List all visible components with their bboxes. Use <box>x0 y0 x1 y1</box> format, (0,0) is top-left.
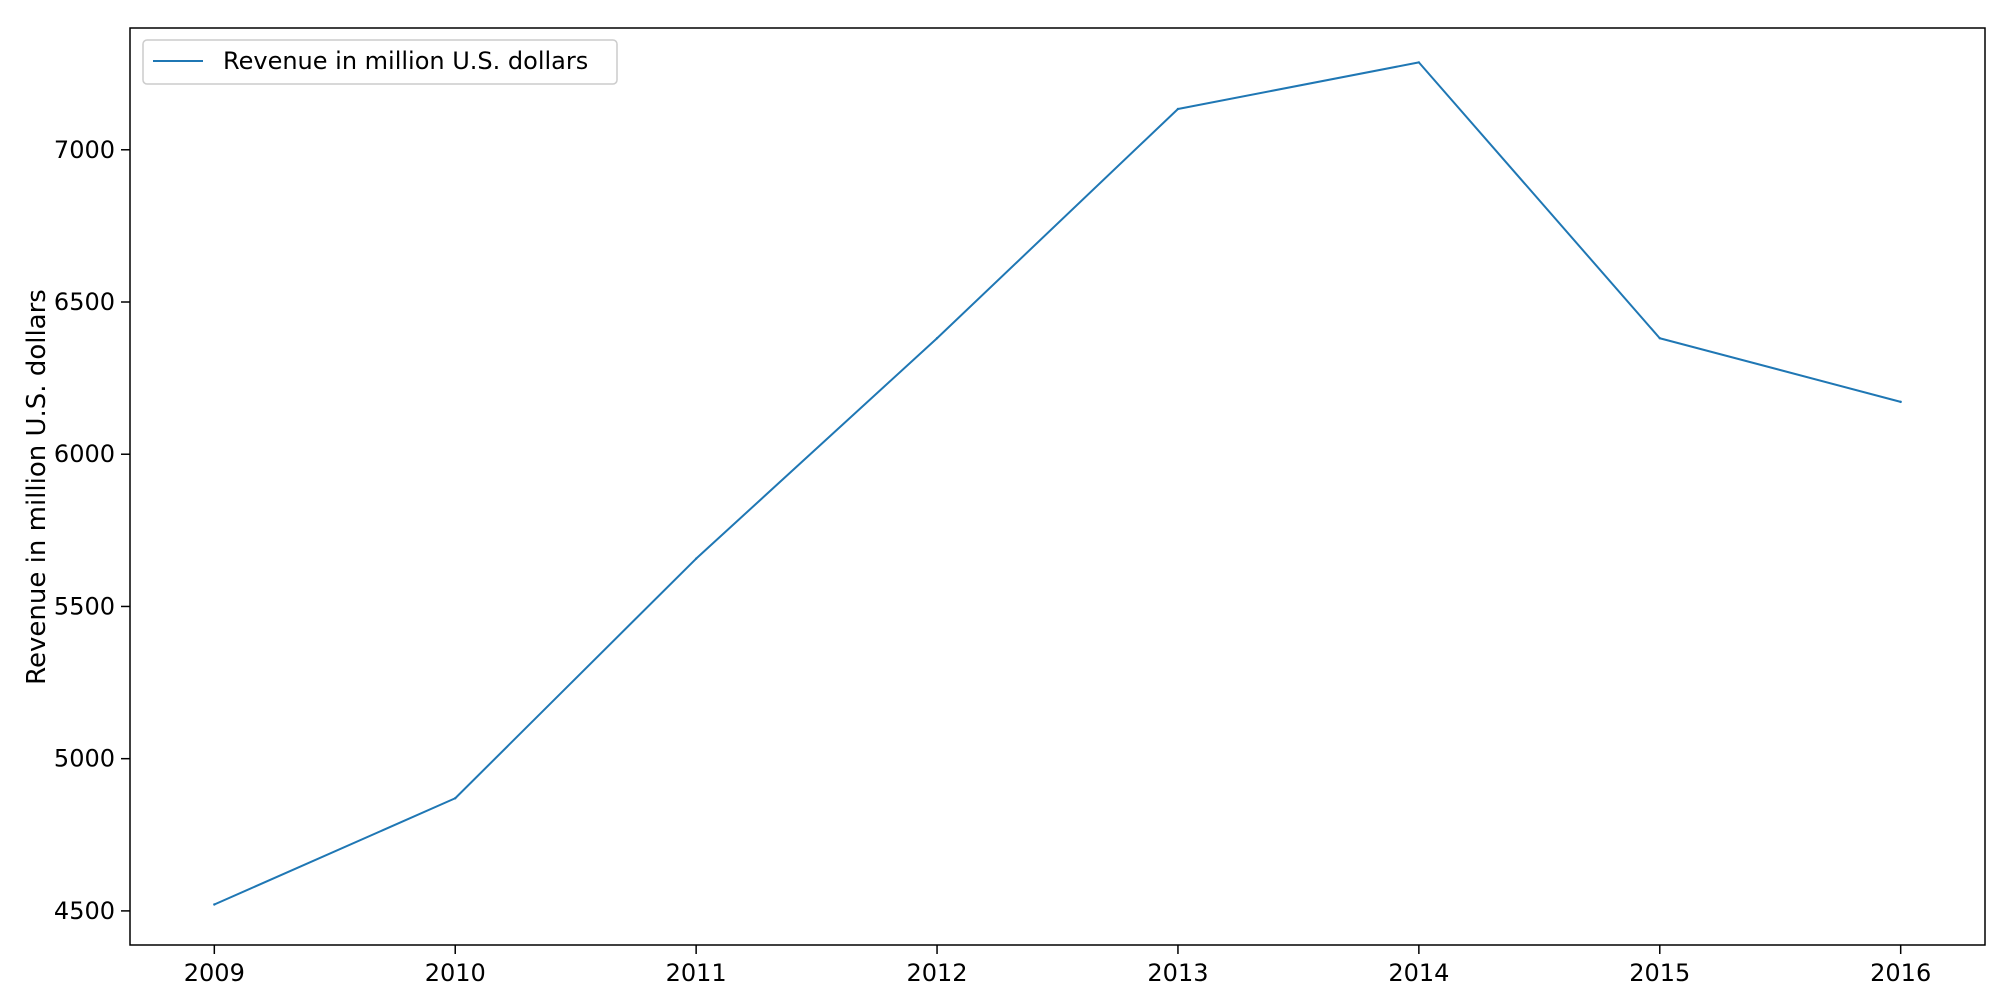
x-tick-label: 2009 <box>184 959 245 987</box>
data-point-2016 <box>1899 400 1902 404</box>
x-tick-label: 2011 <box>666 959 727 987</box>
legend-box <box>142 39 618 85</box>
y-axis-label: Revenue in million U.S. dollars <box>22 289 52 685</box>
legend-label: Revenue in million U.S. dollars <box>223 47 588 75</box>
data-point-2013 <box>1176 107 1180 111</box>
x-tick-label: 2015 <box>1629 959 1690 987</box>
y-tick-label: 6000 <box>54 440 115 468</box>
data-point-2012 <box>935 337 939 340</box>
data-point-2014 <box>1417 61 1421 64</box>
y-tick-label: 6500 <box>54 288 115 316</box>
data-point-2010 <box>454 797 457 800</box>
data-point-2009 <box>213 903 216 906</box>
x-tick-label: 2016 <box>1870 959 1931 987</box>
x-axis: 2009 2010 2011 2012 2013 2014 2015 2016 <box>184 945 1931 987</box>
series-line-revenue <box>213 61 1901 906</box>
y-tick-label: 5000 <box>54 745 115 773</box>
x-tick-label: 2014 <box>1388 959 1449 987</box>
data-point-2011 <box>694 557 698 560</box>
plot-frame <box>129 27 1986 946</box>
plot-area: 4500 5000 5500 6000 6500 7000 2009 2010 2011 201… <box>54 27 1986 987</box>
x-tick-label: 2013 <box>1147 959 1208 987</box>
x-tick-label: 2010 <box>425 959 486 987</box>
legend: Revenue in million U.S. dollars <box>142 39 618 85</box>
y-tick-label: 5500 <box>54 592 115 620</box>
y-tick-label: 4500 <box>54 897 115 925</box>
series-layer <box>213 61 1902 906</box>
y-tick-label: 7000 <box>54 136 115 164</box>
data-point-2015 <box>1658 337 1661 340</box>
y-axis: 4500 5000 5500 6000 6500 7000 <box>54 136 130 925</box>
x-tick-label: 2012 <box>907 959 968 987</box>
